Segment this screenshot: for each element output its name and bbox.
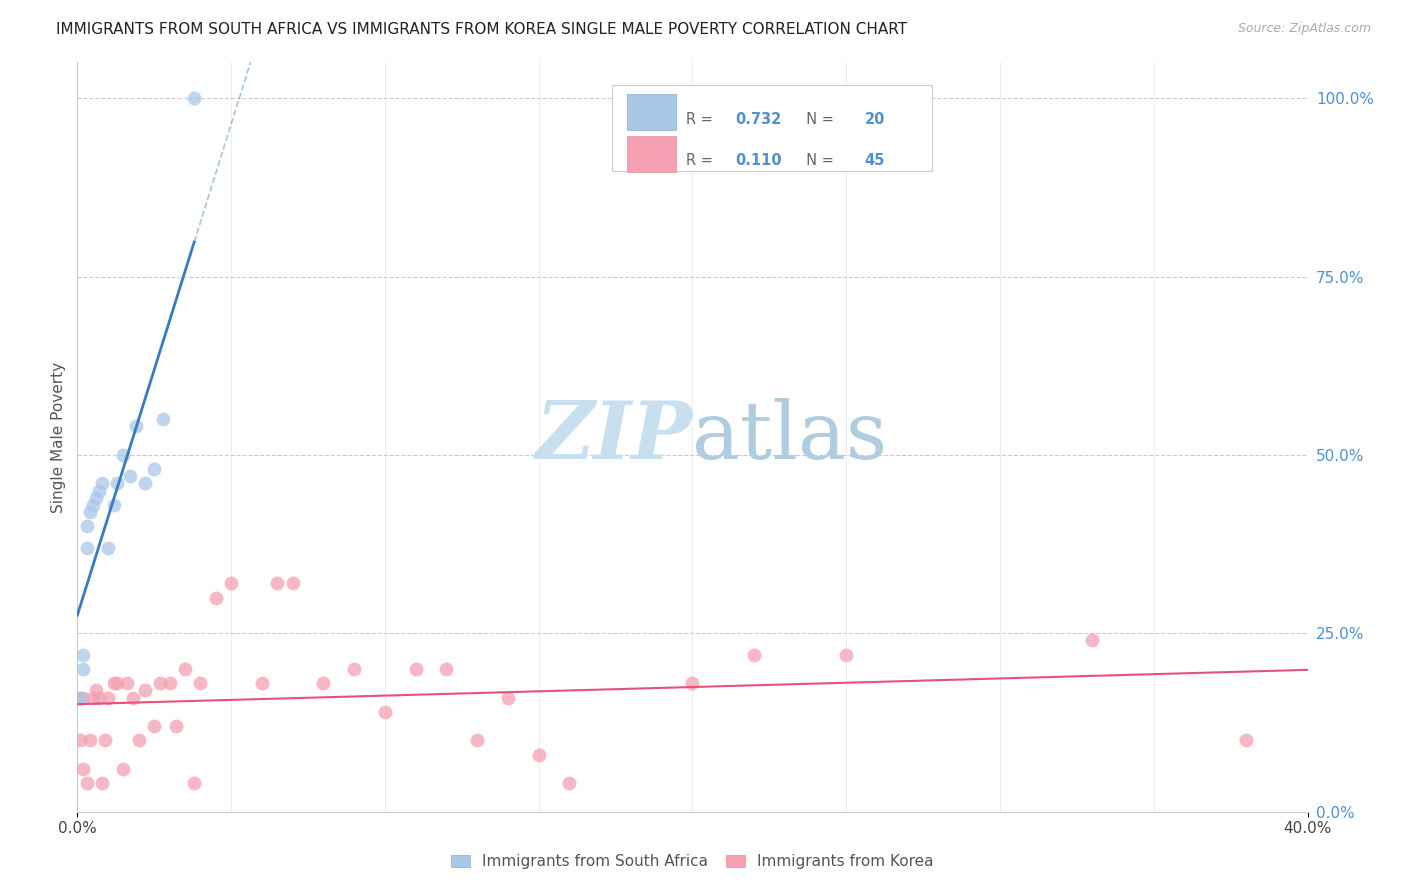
Point [72,662,94,676]
Point [152,412,174,426]
Point [76,541,98,555]
Point [82,498,104,512]
Point [159,676,181,690]
Point [527,747,550,762]
Point [1081,633,1104,648]
Point [183,776,205,790]
Text: R =: R = [686,112,718,127]
Point [204,591,226,605]
Text: N =: N = [797,112,838,127]
Point [103,498,125,512]
Point [343,662,366,676]
Point [165,719,187,733]
Point [72,690,94,705]
Text: 0.110: 0.110 [735,153,782,169]
Point [188,676,212,690]
Point [174,662,197,676]
FancyBboxPatch shape [613,85,932,171]
Point [465,733,488,747]
Point [84,683,107,698]
Point [69,690,91,705]
Point [134,683,156,698]
Point [250,676,273,690]
Text: N =: N = [797,153,838,169]
Text: 20: 20 [865,112,884,127]
Point [742,648,765,662]
Point [90,476,114,491]
Point [76,776,98,790]
Point [118,469,141,483]
Point [72,648,94,662]
Point [143,719,166,733]
Point [84,491,107,505]
Text: atlas: atlas [693,398,887,476]
Y-axis label: Single Male Poverty: Single Male Poverty [51,361,66,513]
Point [835,648,858,662]
Point [69,690,91,705]
Point [149,676,172,690]
Point [134,476,156,491]
Legend: Immigrants from South Africa, Immigrants from Korea: Immigrants from South Africa, Immigrants… [446,848,939,875]
Point [266,576,288,591]
Point [558,776,581,790]
Text: IMMIGRANTS FROM SOUTH AFRICA VS IMMIGRANTS FROM KOREA SINGLE MALE POVERTY CORREL: IMMIGRANTS FROM SOUTH AFRICA VS IMMIGRAN… [56,22,907,37]
Point [183,91,205,105]
Point [281,576,304,591]
Point [121,690,143,705]
Point [97,541,120,555]
Point [143,462,166,476]
Point [97,690,120,705]
Text: R =: R = [686,153,718,169]
Point [103,676,125,690]
Point [128,733,150,747]
Point [1234,733,1257,747]
Point [82,690,104,705]
Point [405,662,427,676]
Point [105,676,128,690]
Point [105,476,128,491]
FancyBboxPatch shape [627,95,676,130]
Text: ZIP: ZIP [536,399,693,475]
FancyBboxPatch shape [627,136,676,171]
Point [112,762,135,776]
Point [79,505,101,519]
Point [90,776,114,790]
Text: 0.732: 0.732 [735,112,782,127]
Point [79,733,101,747]
Text: 45: 45 [865,153,884,169]
Point [115,676,138,690]
Point [682,676,704,690]
Point [374,705,396,719]
Point [125,419,148,434]
Text: Source: ZipAtlas.com: Source: ZipAtlas.com [1237,22,1371,36]
Point [87,483,110,498]
Point [87,690,110,705]
Point [69,733,91,747]
Point [94,733,117,747]
Point [312,676,335,690]
Point [112,448,135,462]
Point [72,762,94,776]
Point [219,576,242,591]
Point [496,690,519,705]
Point [436,662,458,676]
Point [76,519,98,533]
